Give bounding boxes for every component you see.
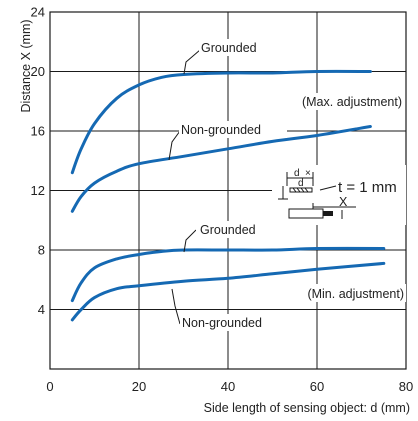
x-tick-0: 0 xyxy=(46,379,53,394)
label-nongrounded-lower: Non-grounded xyxy=(182,316,262,330)
inset-x-label: X xyxy=(339,195,348,209)
label-grounded-lower: Grounded xyxy=(200,223,256,237)
y-tick-16: 16 xyxy=(31,124,45,139)
label-max-adjustment: (Max. adjustment) xyxy=(302,95,402,109)
x-tick-60: 60 xyxy=(310,379,324,394)
sensing-object-inset: d d × t = 1 mm X xyxy=(272,165,406,225)
y-tick-8: 8 xyxy=(38,243,45,258)
leader-grounded-lower xyxy=(183,229,197,253)
inset-d2-label: d xyxy=(298,178,304,189)
y-axis-label: Distance X (mm) xyxy=(19,19,33,112)
x-axis-label: Side length of sensing object: d (mm) xyxy=(204,401,410,415)
label-grounded-upper: Grounded xyxy=(201,41,257,55)
leader-grounded-upper xyxy=(183,49,201,75)
inset-cross: × xyxy=(305,168,311,179)
series-lines xyxy=(70,69,386,322)
y-tick-12: 12 xyxy=(31,183,45,198)
label-min-adjustment: (Min. adjustment) xyxy=(307,287,404,301)
series-line-1 xyxy=(70,125,372,213)
tick-labels: 0 20 40 60 80 4 8 12 16 20 24 xyxy=(31,5,414,395)
sensor-body xyxy=(288,208,324,219)
annotation-leaders xyxy=(168,49,201,325)
series-line-2 xyxy=(70,246,386,303)
label-nongrounded-upper: Non-grounded xyxy=(181,123,261,137)
leader-nongrounded-lower xyxy=(171,288,181,325)
x-tick-80: 80 xyxy=(399,379,413,394)
x-tick-40: 40 xyxy=(221,379,235,394)
x-tick-20: 20 xyxy=(132,379,146,394)
leader-nongrounded-upper xyxy=(168,130,181,161)
inset-d-label: d xyxy=(294,168,300,179)
series-line-0 xyxy=(70,69,372,175)
thickness-label: t = 1 mm xyxy=(338,179,397,196)
y-tick-24: 24 xyxy=(31,5,45,20)
y-tick-4: 4 xyxy=(38,302,45,317)
series-line-3 xyxy=(70,261,386,322)
y-tick-20: 20 xyxy=(31,64,45,79)
sensor-head xyxy=(323,211,333,216)
